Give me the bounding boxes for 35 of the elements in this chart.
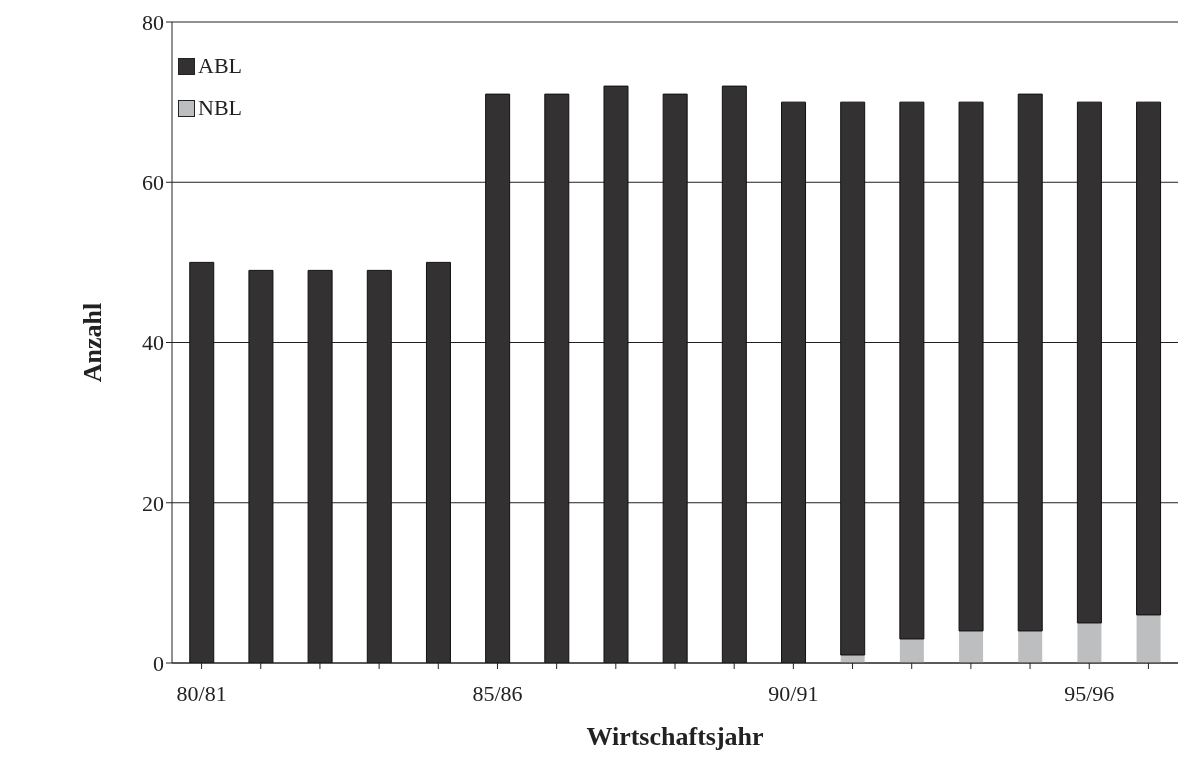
legend-label: NBL xyxy=(198,95,242,121)
bar xyxy=(1017,93,1043,632)
bar xyxy=(899,638,924,663)
y-tick-label: 40 xyxy=(142,330,164,356)
bar xyxy=(1136,614,1161,663)
x-tick-label: 90/91 xyxy=(768,680,819,706)
bar xyxy=(1018,630,1043,663)
legend-label: ABL xyxy=(198,53,242,79)
bar xyxy=(1077,622,1102,663)
y-tick-label: 80 xyxy=(142,9,164,35)
bar xyxy=(248,269,274,663)
bar xyxy=(485,93,511,663)
bar xyxy=(958,101,984,632)
bar xyxy=(899,101,925,640)
bar xyxy=(366,269,392,663)
y-tick-label: 60 xyxy=(142,170,164,196)
y-axis-title: Anzahl xyxy=(78,302,108,383)
bar xyxy=(603,85,629,663)
x-tick-label: 95/96 xyxy=(1064,680,1115,706)
x-axis-title: Wirtschaftsjahr xyxy=(586,722,764,751)
bar xyxy=(781,101,807,663)
bar xyxy=(189,261,215,663)
bar xyxy=(1076,101,1102,624)
bar xyxy=(662,93,688,663)
y-tick-label: 0 xyxy=(153,650,164,676)
x-tick-label: 80/81 xyxy=(176,680,227,706)
bar xyxy=(307,269,333,663)
y-tick-label: 20 xyxy=(142,490,164,516)
bar xyxy=(1136,101,1162,616)
bar xyxy=(721,85,747,663)
bar xyxy=(959,630,984,663)
x-tick-label: 85/86 xyxy=(472,680,523,706)
bar xyxy=(544,93,570,663)
bar xyxy=(840,101,866,656)
bar xyxy=(425,261,451,663)
